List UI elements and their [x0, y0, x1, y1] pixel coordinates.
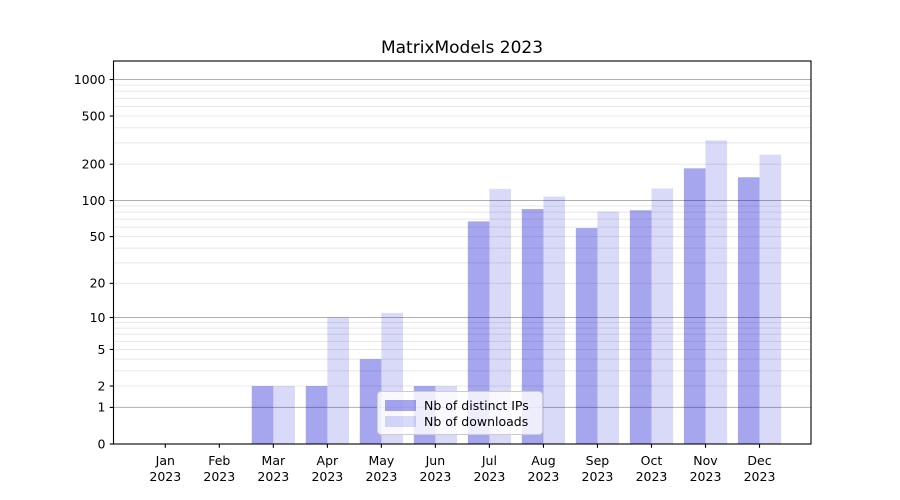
- x-tick-label-year: 2023: [311, 469, 343, 484]
- bar-distinct-ips-nov: [683, 168, 706, 444]
- chart-title: MatrixModels 2023: [380, 38, 544, 58]
- x-tick-label-year: 2023: [203, 469, 235, 484]
- x-tick-label-year: 2023: [365, 469, 397, 484]
- x-tick-label-year: 2023: [744, 469, 776, 484]
- x-tick-label-month: Aug: [531, 453, 555, 468]
- y-tick-label: 20: [90, 276, 106, 291]
- bar-distinct-ips-oct: [629, 210, 652, 444]
- x-tick-label-year: 2023: [419, 469, 451, 484]
- bar-distinct-ips-may: [359, 359, 382, 444]
- x-tick-label-month: Jan: [155, 453, 175, 468]
- bar-distinct-ips-aug: [521, 209, 544, 444]
- legend: Nb of distinct IPs Nb of downloads: [377, 391, 543, 435]
- x-tick-label-year: 2023: [528, 469, 560, 484]
- bar-distinct-ips-apr: [305, 386, 328, 444]
- x-tick-label-year: 2023: [474, 469, 506, 484]
- y-tick-label: 500: [82, 108, 106, 123]
- x-tick-label-month: Mar: [262, 453, 286, 468]
- x-tick-label-month: May: [368, 453, 394, 468]
- legend-label-distinct-ips: Nb of distinct IPs: [424, 398, 529, 413]
- x-tick-label-month: Sep: [586, 453, 610, 468]
- bar-distinct-ips-dec: [737, 177, 760, 444]
- bar-downloads-nov: [705, 140, 728, 444]
- x-tick-label-year: 2023: [636, 469, 668, 484]
- legend-swatch-downloads: [385, 416, 416, 427]
- bar-downloads-jul: [489, 188, 512, 444]
- x-tick-label-month: Nov: [693, 453, 718, 468]
- bar-distinct-ips-sep: [575, 228, 598, 444]
- x-tick-label-year: 2023: [257, 469, 289, 484]
- bar-downloads-apr: [327, 317, 349, 444]
- y-tick-label: 10: [90, 310, 106, 325]
- x-tick-label-year: 2023: [690, 469, 722, 484]
- x-tick-label-year: 2023: [149, 469, 181, 484]
- y-tick-label: 2: [98, 378, 106, 393]
- y-tick-label: 1: [98, 400, 106, 415]
- x-tick-label-year: 2023: [582, 469, 614, 484]
- legend-swatch-distinct-ips: [385, 400, 416, 411]
- x-tick-label-month: Apr: [317, 453, 339, 468]
- y-tick-label: 5: [98, 342, 106, 357]
- legend-label-downloads: Nb of downloads: [424, 414, 529, 429]
- y-tick-label: 200: [82, 157, 106, 172]
- x-tick-label-month: Dec: [747, 453, 771, 468]
- bar-downloads-oct: [651, 188, 674, 444]
- bar-distinct-ips-mar: [251, 386, 274, 444]
- x-tick-label-month: Jul: [481, 453, 497, 468]
- bar-downloads-aug: [543, 196, 566, 444]
- y-tick-label: 1000: [74, 72, 106, 87]
- plot-border: [112, 60, 812, 445]
- bar-downloads-dec: [759, 154, 782, 445]
- x-tick-label-month: Jun: [425, 453, 446, 468]
- legend-item-distinct-ips: Nb of distinct IPs: [385, 398, 534, 413]
- bar-distinct-ips-jul: [467, 221, 490, 444]
- bar-downloads-sep: [597, 211, 620, 444]
- bar-downloads-mar: [273, 386, 295, 444]
- y-tick-label: 100: [82, 193, 106, 208]
- legend-item-downloads: Nb of downloads: [385, 414, 534, 429]
- y-tick-label: 0: [98, 436, 106, 451]
- x-tick-label-month: Oct: [641, 453, 663, 468]
- x-tick-label-month: Feb: [208, 453, 230, 468]
- y-tick-label: 50: [90, 229, 106, 244]
